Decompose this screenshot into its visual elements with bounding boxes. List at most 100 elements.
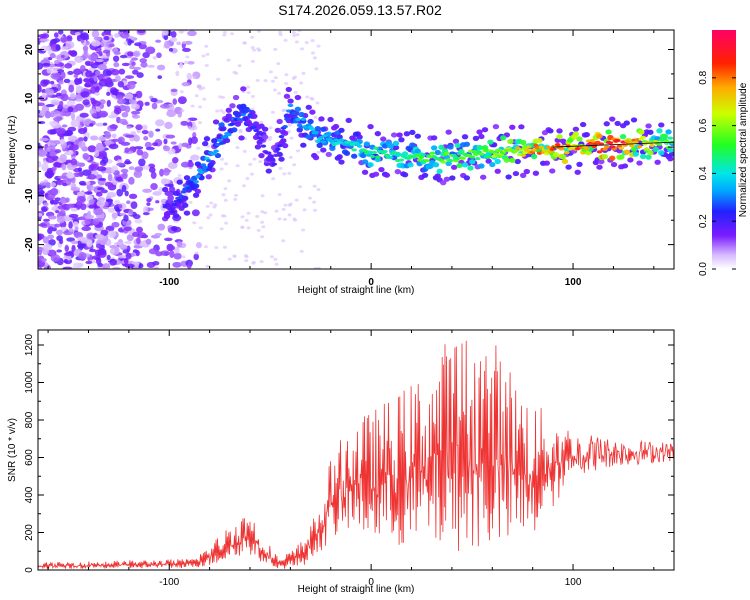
spectrogram-cell — [164, 237, 173, 242]
spectrogram-cell — [298, 111, 305, 118]
spectrogram-cell — [519, 139, 527, 146]
spectrogram-cell — [363, 141, 371, 147]
spectrogram-cell — [55, 44, 61, 51]
spectrogram-cell — [128, 166, 135, 171]
spectrogram-cell — [246, 85, 251, 89]
spectrogram-cell — [113, 51, 121, 56]
spectrogram-cell — [200, 163, 207, 167]
spectrogram-cell — [571, 144, 577, 148]
spectrogram-cell — [49, 129, 58, 135]
spectrogram-cell — [95, 243, 102, 249]
spectrogram-cell — [77, 236, 87, 242]
spectrogram-cell — [256, 228, 261, 232]
spectrogram-cell — [102, 49, 111, 54]
spectrogram-cell — [265, 151, 272, 155]
spectrogram-cell — [188, 200, 193, 204]
spectrogram-cell — [90, 97, 96, 102]
spectrogram-cell — [579, 121, 587, 128]
spectrogram-cell — [311, 51, 316, 55]
spectrogram-cell — [52, 38, 61, 43]
spectrogram-cell — [95, 234, 105, 239]
spectrogram-cell — [401, 172, 409, 178]
spectrogram-cell — [116, 98, 126, 105]
spectrogram-cell — [41, 33, 50, 39]
spectrogram-cell — [165, 134, 176, 139]
spectrogram-cell — [58, 30, 64, 35]
spectrogram-cell — [246, 91, 251, 95]
spectrogram-cell — [60, 54, 65, 58]
snr-ylabel: SNR (10 * v/v) — [7, 418, 18, 482]
spectrogram-cell — [61, 163, 67, 171]
spectrogram-cell — [409, 142, 416, 148]
spectrogram-cell — [224, 162, 229, 166]
spectrogram-cell — [181, 142, 189, 148]
spectrogram-cell — [135, 124, 143, 131]
spectrogram-cell — [194, 161, 202, 167]
spectrogram-cell — [352, 131, 360, 137]
spectrogram-xtick-label: -100 — [159, 277, 179, 288]
spectrogram-cell — [38, 149, 48, 157]
spectrogram-cell — [292, 75, 297, 79]
spectrogram-cell — [63, 216, 70, 222]
spectrogram-cell — [274, 262, 279, 266]
spectrogram-cell — [117, 136, 125, 144]
spectrogram-cell — [430, 145, 438, 151]
spectrogram-cell — [47, 215, 57, 220]
spectrogram-cell — [107, 207, 116, 213]
spectrogram-cell — [658, 122, 665, 128]
spectrogram-cell — [429, 151, 436, 155]
spectrogram-cell — [186, 72, 193, 81]
spectrogram-cell — [41, 206, 48, 213]
spectrogram-cell — [141, 151, 149, 160]
spectrogram-cell — [224, 221, 229, 225]
spectrogram-cell — [124, 263, 135, 269]
spectrogram-cell — [314, 125, 322, 132]
spectrogram-cell — [447, 158, 454, 163]
spectrogram-cell — [609, 116, 616, 122]
spectrogram-cell — [48, 120, 58, 126]
spectrogram-cell — [481, 127, 489, 133]
spectrogram-cell — [120, 32, 130, 39]
spectrogram-cell — [223, 198, 228, 202]
spectrogram-cell — [316, 142, 323, 148]
spectrogram-cell — [126, 81, 136, 90]
spectrogram-cell — [267, 138, 272, 142]
spectrogram-cell — [367, 124, 374, 130]
spectrogram-cell — [124, 147, 130, 153]
spectrogram-ytick-label: 10 — [24, 92, 35, 104]
spectrogram-cell — [158, 187, 164, 193]
spectrogram-cell — [145, 46, 156, 55]
spectrogram-cell — [338, 138, 345, 142]
spectrogram-cell — [661, 133, 669, 139]
spectrogram-cell — [70, 158, 78, 166]
spectrogram-cell — [167, 161, 178, 170]
spectrogram-cell — [163, 213, 171, 219]
spectrogram-cell — [619, 134, 627, 140]
spectrogram-cell — [51, 69, 59, 74]
spectrogram-cell — [95, 122, 106, 127]
spectrogram-cell — [492, 124, 500, 130]
colorbar — [712, 30, 736, 269]
spectrogram-cell — [56, 92, 62, 97]
spectrogram-cell — [318, 116, 325, 122]
spectrogram-cell — [300, 117, 307, 121]
spectrogram-cell — [638, 129, 645, 135]
spectrogram-cell — [108, 143, 119, 150]
spectrogram-cell — [645, 154, 652, 160]
spectrogram-cell — [320, 147, 327, 153]
spectrogram-cell — [235, 146, 240, 150]
spectrogram-cell — [241, 116, 249, 122]
spectrogram-cell — [192, 183, 200, 189]
spectrogram-cell — [403, 131, 411, 137]
spectrogram-cell — [123, 257, 129, 265]
spectrogram-cell — [106, 91, 111, 96]
spectrogram-cell — [102, 122, 108, 126]
spectrogram-cell — [649, 143, 655, 148]
spectrogram-cell — [374, 156, 382, 163]
spectrogram-cell — [372, 171, 380, 177]
spectrogram-cell — [204, 44, 209, 48]
spectrogram-cell — [70, 240, 80, 245]
spectrogram-cell — [114, 75, 121, 82]
spectrogram-cell — [177, 110, 183, 118]
spectrogram-cell — [128, 98, 135, 105]
